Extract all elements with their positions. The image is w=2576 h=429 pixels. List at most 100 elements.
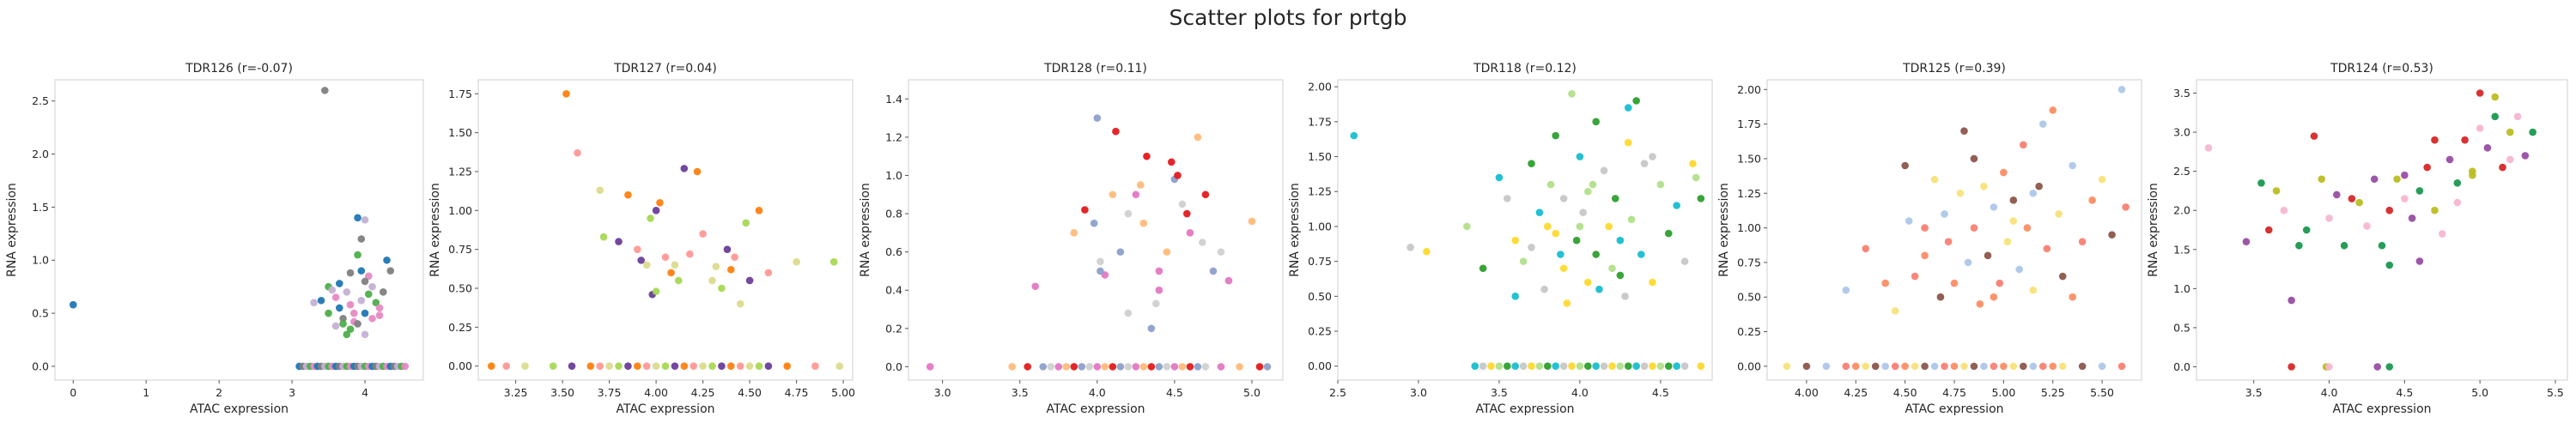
scatter-point [2078,238,2087,246]
scatter-point [1783,362,1791,371]
scatter-point [2378,241,2386,250]
scatter-point [764,269,773,277]
scatter-point [361,277,369,286]
scatter-point [2023,224,2032,232]
scatter-point [487,362,495,370]
scatter-point [1921,362,1929,371]
scatter-point [383,256,391,264]
scatter-point [1640,160,1649,167]
x-tick-label: 3.5 [1491,386,1508,399]
scatter-point [336,280,343,287]
y-tick-label: 1.75 [448,88,472,100]
scatter-point [1201,363,1210,371]
scatter-point [1070,229,1078,237]
scatter-point [562,90,570,98]
scatter-point [1881,362,1889,371]
x-tick-label: 5.5 [2547,386,2564,399]
scatter-point [596,186,604,195]
scatter-point [1656,180,1665,189]
scatter-point [2453,179,2462,187]
scatter-point [401,362,410,371]
x-tick-label: 4.75 [785,386,809,399]
scatter-point [1495,362,1504,371]
scatter-point [2020,141,2027,149]
scatter-point [2408,214,2416,222]
scatter-point [615,238,623,245]
scatter-panel-3: TDR128 (r=0.11) 3.0 3.5 4.0 4.5 5.0 0.0 0.2 0.4 0… [859,62,1284,416]
scatter-point [331,322,340,330]
scatter-point [368,282,376,291]
scatter-point [1583,187,1592,196]
scatter-point [1217,248,1225,256]
scatter-point [1624,104,1632,112]
scatter-point [361,215,369,224]
scatter-point [317,296,325,305]
x-tick-label: 4.0 [1571,386,1589,399]
scatter-point [1528,362,1535,371]
scatter-point [2521,152,2530,160]
x-tick-label: 3.50 [550,386,574,399]
scatter-point [1479,264,1487,273]
scatter-point [745,362,754,370]
scatter-point [736,299,744,308]
y-tick-label: 0.25 [1737,325,1761,338]
scatter-point [1950,362,1959,371]
scatter-point [1697,195,1705,202]
scatter-point [1109,363,1117,371]
scatter-point [634,245,641,253]
scatter-point [1583,362,1592,371]
scatter-point [1891,307,1899,315]
scatter-point [624,190,632,199]
y-tick-label: 0.6 [885,245,902,258]
scatter-point [1851,362,1860,371]
x-tick-label: 5.0 [2471,386,2488,399]
scatter-point [1624,138,1632,147]
scatter-point [364,272,373,281]
x-tick-label: 3.5 [1012,386,1029,399]
scatter-point [1921,251,1929,260]
scatter-point [1970,362,1978,371]
scatter-point [346,325,355,333]
x-axis-label: ATAC expression [616,402,714,416]
scatter-point [1901,362,1909,371]
y-axis-label: RNA expression [1288,183,1302,277]
scatter-point [2363,222,2371,230]
y-tick-label: 0.00 [1308,360,1332,372]
x-tick-label: 5.50 [2090,386,2114,399]
scatter-point [1608,362,1616,371]
plot-area [477,79,854,381]
scatter-point [1600,166,1608,175]
scatter-point [1085,363,1094,371]
y-tick-label: 0.0 [2173,360,2190,373]
scatter-point [661,253,670,262]
scatter-point [1519,257,1528,265]
scatter-point [361,309,369,317]
scatter-point [1984,251,1992,260]
x-tick-label: 3.0 [934,386,951,399]
scatter-point [742,219,750,227]
scatter-point [1511,293,1520,300]
scatter-point [321,87,329,94]
scatter-point [1350,131,1358,140]
x-tick-label: 3.0 [1410,386,1427,399]
scatter-point [521,362,529,370]
scatter-point [1559,195,1568,202]
scatter-point [1109,190,1117,199]
scatter-point [1047,363,1055,371]
scatter-point [2117,362,2126,371]
scatter-point [2049,362,2057,371]
scatter-point [379,288,387,296]
scatter-point [1544,222,1552,231]
x-tick-label: 4.50 [738,386,762,399]
scatter-point [2476,89,2484,97]
scatter-point [2469,171,2476,179]
scatter-point [1611,195,1619,202]
scatter-point [364,290,373,299]
scatter-point [1956,189,1965,197]
y-tick-label: 0.2 [885,322,902,335]
scatter-point [1980,362,1988,371]
scatter-point [2340,241,2348,250]
y-tick-label: 1.0 [885,169,902,182]
scatter-point [2476,124,2484,132]
